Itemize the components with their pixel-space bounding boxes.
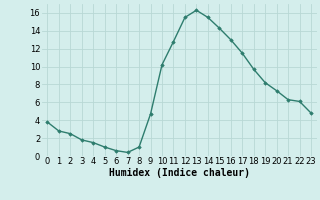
X-axis label: Humidex (Indice chaleur): Humidex (Indice chaleur) [109,168,250,178]
